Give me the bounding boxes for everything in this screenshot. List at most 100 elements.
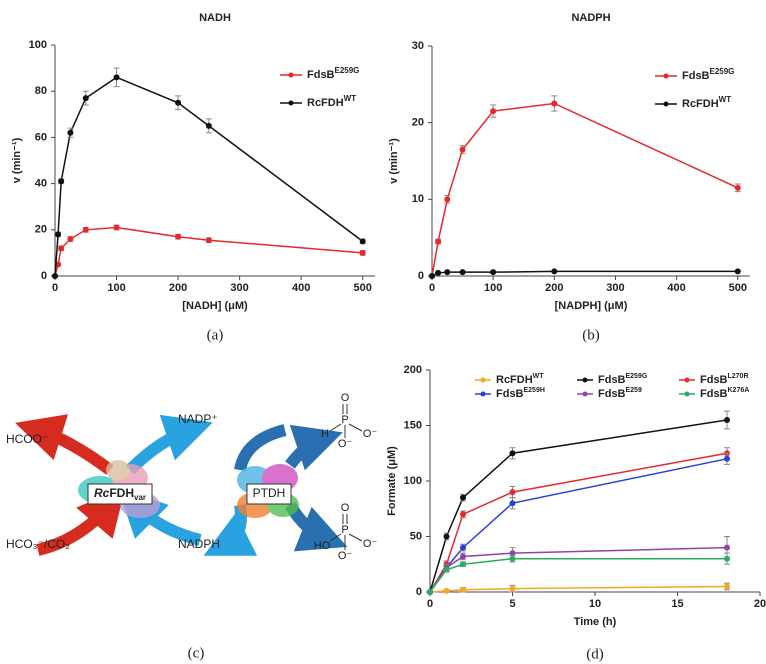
legend-name-sup: WT xyxy=(719,95,732,104)
chart: NADPH 0 100 200 300 400 500 0 10 20 30 [NADPH] (μM)… xyxy=(388,12,750,343)
atom: H xyxy=(321,428,329,440)
legend-name-sup: E259H xyxy=(524,387,545,394)
point xyxy=(67,129,74,136)
diagram: RcFDHvar PTDH HCOO⁻ NADP⁺ HCO₃⁻/CO₂ NADP… xyxy=(6,392,377,662)
enzyme-label: RcFDHvar xyxy=(94,486,146,502)
point xyxy=(435,238,442,245)
legend-marker xyxy=(663,101,669,107)
point xyxy=(509,450,516,457)
point xyxy=(67,236,74,243)
point xyxy=(113,224,120,231)
label-box xyxy=(87,483,153,505)
point xyxy=(443,587,450,594)
point xyxy=(551,100,558,107)
text: FDH xyxy=(109,486,134,500)
arrow xyxy=(234,424,287,472)
legend-name: RcFDH xyxy=(496,374,533,386)
y-axis-label: v (min⁻¹) xyxy=(388,138,400,184)
atom: O⁻ xyxy=(363,428,378,440)
atom: HO xyxy=(314,540,331,552)
point xyxy=(459,269,466,276)
point xyxy=(509,555,516,562)
atom: O⁻ xyxy=(338,550,353,562)
point xyxy=(58,245,65,252)
x-tick-label: 500 xyxy=(729,282,747,294)
legend-entry: RcFDHWT xyxy=(496,373,544,386)
legend-marker xyxy=(480,377,486,383)
y-tick-label: 80 xyxy=(35,85,47,97)
y-tick-label: 30 xyxy=(412,40,424,52)
series-line xyxy=(429,458,728,593)
legend-name-sup: WT xyxy=(344,94,357,103)
y-tick-label: 20 xyxy=(35,224,47,236)
legend-entry: FdsBE259G xyxy=(598,373,648,386)
series-line xyxy=(54,226,363,277)
x-tick-label: 20 xyxy=(754,598,766,610)
point xyxy=(175,233,182,240)
atom: O⁻ xyxy=(338,438,353,450)
x-tick-label: 0 xyxy=(429,282,435,294)
y-tick-label: 40 xyxy=(35,178,47,190)
point xyxy=(205,237,212,244)
legend-name: RcFDH xyxy=(307,97,344,109)
x-axis-label: Time (h) xyxy=(574,616,617,628)
point xyxy=(205,122,212,129)
x-tick-label: 400 xyxy=(292,282,310,294)
legend-name-sup: E259G xyxy=(710,67,735,76)
arrow xyxy=(36,486,126,556)
chart-title: NADPH xyxy=(571,12,610,24)
point xyxy=(359,249,366,256)
legend-marker xyxy=(288,100,294,106)
arrow xyxy=(125,414,213,475)
y-tick-label: 100 xyxy=(404,475,422,487)
legend-entry: RcFDHWT xyxy=(307,94,356,109)
x-tick-label: 100 xyxy=(484,282,502,294)
point xyxy=(509,489,516,496)
chart-title: NADH xyxy=(199,12,231,24)
point xyxy=(460,511,466,518)
point xyxy=(175,99,182,106)
text: var xyxy=(134,493,146,502)
series-line xyxy=(429,419,728,593)
enzyme-label: PTDH xyxy=(253,486,286,500)
legend-entry: FdsBE259G xyxy=(682,67,734,82)
point xyxy=(734,268,741,275)
panel-label: (c) xyxy=(188,645,205,661)
atom: O xyxy=(341,502,350,514)
point xyxy=(435,269,442,276)
legend-marker xyxy=(480,391,486,397)
phosphite: O P H O⁻ O⁻ xyxy=(321,392,377,450)
phosphate: O P HO O⁻ O⁻ xyxy=(314,502,378,562)
y-tick-label: 0 xyxy=(41,270,47,282)
legend-name: FdsB xyxy=(682,70,710,82)
x-tick-label: 0 xyxy=(427,598,433,610)
legend-name: FdsB xyxy=(598,374,626,386)
point xyxy=(55,231,62,238)
point xyxy=(460,553,466,560)
point xyxy=(551,268,558,275)
legend-entry: FdsBE259G xyxy=(307,66,359,81)
x-tick-label: 5 xyxy=(509,598,515,610)
point xyxy=(460,561,466,568)
x-tick-label: 100 xyxy=(107,282,125,294)
legend-entry: FdsBK276A xyxy=(700,387,749,400)
point xyxy=(459,146,466,153)
legend-name: RcFDH xyxy=(682,98,719,110)
atom: P xyxy=(341,414,348,426)
point xyxy=(509,585,516,592)
y-tick-label: 20 xyxy=(412,117,424,129)
series-line xyxy=(429,452,728,593)
point xyxy=(444,269,451,276)
y-tick-label: 100 xyxy=(29,39,47,51)
x-tick-label: 10 xyxy=(589,598,601,610)
point xyxy=(113,74,120,81)
x-tick-label: 300 xyxy=(606,282,624,294)
legend-marker xyxy=(582,391,588,397)
point xyxy=(724,416,730,423)
y-tick-label: 10 xyxy=(412,193,424,205)
legend-entry: FdsBL270R xyxy=(700,373,749,386)
point xyxy=(460,544,466,551)
y-tick-label: 0 xyxy=(416,586,422,598)
atom: O xyxy=(341,392,350,404)
